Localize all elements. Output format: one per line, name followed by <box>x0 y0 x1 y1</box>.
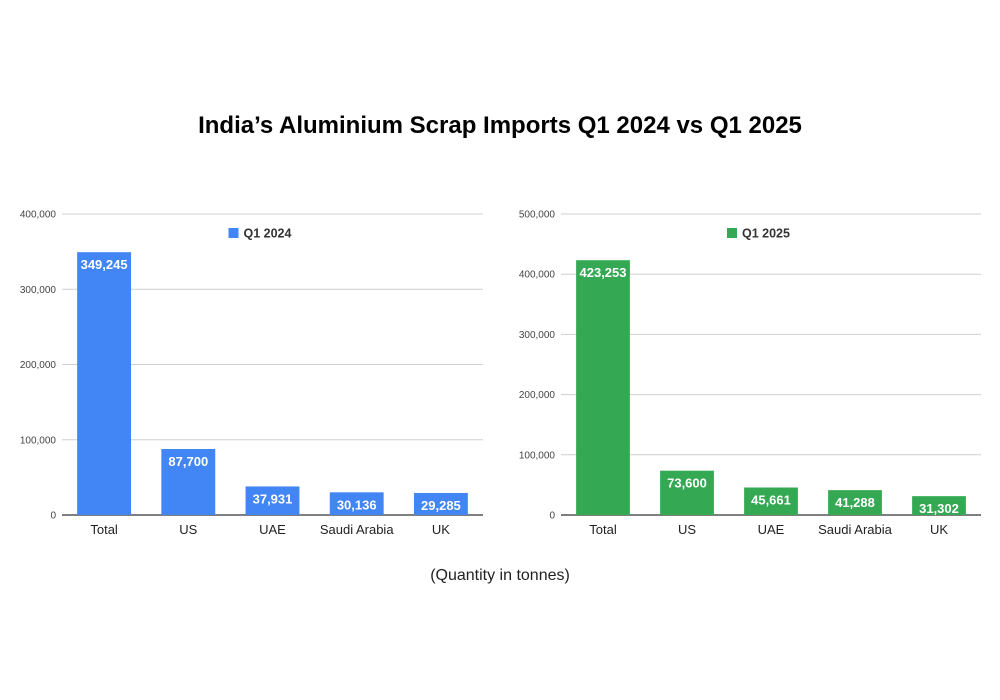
bar <box>329 492 384 515</box>
bar <box>161 449 216 515</box>
bar-data-label: 37,931 <box>253 491 293 506</box>
bar <box>413 492 468 515</box>
x-tick-label: UK <box>930 522 948 537</box>
x-tick-label: Saudi Arabia <box>320 522 394 537</box>
bar <box>245 486 300 515</box>
bar-data-label: 423,253 <box>580 265 627 280</box>
y-tick-label: 300,000 <box>519 330 556 341</box>
bar <box>912 496 966 515</box>
bar <box>77 252 132 516</box>
bar-data-label: 29,285 <box>421 498 461 513</box>
bar <box>660 470 714 515</box>
bar-data-label: 349,245 <box>81 257 128 272</box>
y-tick-label: 500,000 <box>519 210 556 221</box>
x-tick-label: US <box>179 522 197 537</box>
x-tick-label: UK <box>432 522 450 537</box>
chart-panel-1: 0 100,000 200,000 300,000 400,000 349,245 Tota… <box>20 210 483 537</box>
bar-data-label: 30,136 <box>337 497 377 512</box>
bar-data-label: 87,700 <box>168 454 208 469</box>
y-tick-label: 400,000 <box>20 210 57 221</box>
bar-data-label: 31,302 <box>919 501 959 516</box>
bar <box>828 490 882 515</box>
y-tick-label: 0 <box>50 511 56 522</box>
bar <box>744 487 798 515</box>
x-tick-label: Total <box>90 522 118 537</box>
y-tick-label: 400,000 <box>519 270 556 281</box>
bar <box>576 260 630 515</box>
y-tick-label: 200,000 <box>519 390 556 401</box>
y-tick-label: 100,000 <box>519 450 556 461</box>
chart-title: India’s Aluminium Scrap Imports Q1 2024 … <box>198 112 802 139</box>
y-tick-label: 100,000 <box>20 435 57 446</box>
y-tick-label: 200,000 <box>20 360 57 371</box>
legend-label: Q1 2025 <box>742 227 790 241</box>
bar-data-label: 73,600 <box>667 476 707 491</box>
x-tick-label: UAE <box>758 522 785 537</box>
bar-data-label: 45,661 <box>751 493 791 508</box>
y-tick-label: 0 <box>549 511 555 522</box>
x-tick-label: UAE <box>259 522 286 537</box>
x-tick-label: US <box>678 522 696 537</box>
legend-label: Q1 2024 <box>244 227 292 241</box>
y-tick-label: 300,000 <box>20 285 57 296</box>
bar-data-label: 41,288 <box>835 495 875 510</box>
x-tick-label: Total <box>589 522 617 537</box>
x-tick-label: Saudi Arabia <box>818 522 892 537</box>
quantity-unit-note: (Quantity in tonnes) <box>430 567 570 584</box>
chart-panel-2: 0 100,000 200,000 300,000 400,000 500,000 423,… <box>519 210 981 537</box>
legend-swatch <box>228 228 239 238</box>
legend-swatch <box>727 228 737 238</box>
